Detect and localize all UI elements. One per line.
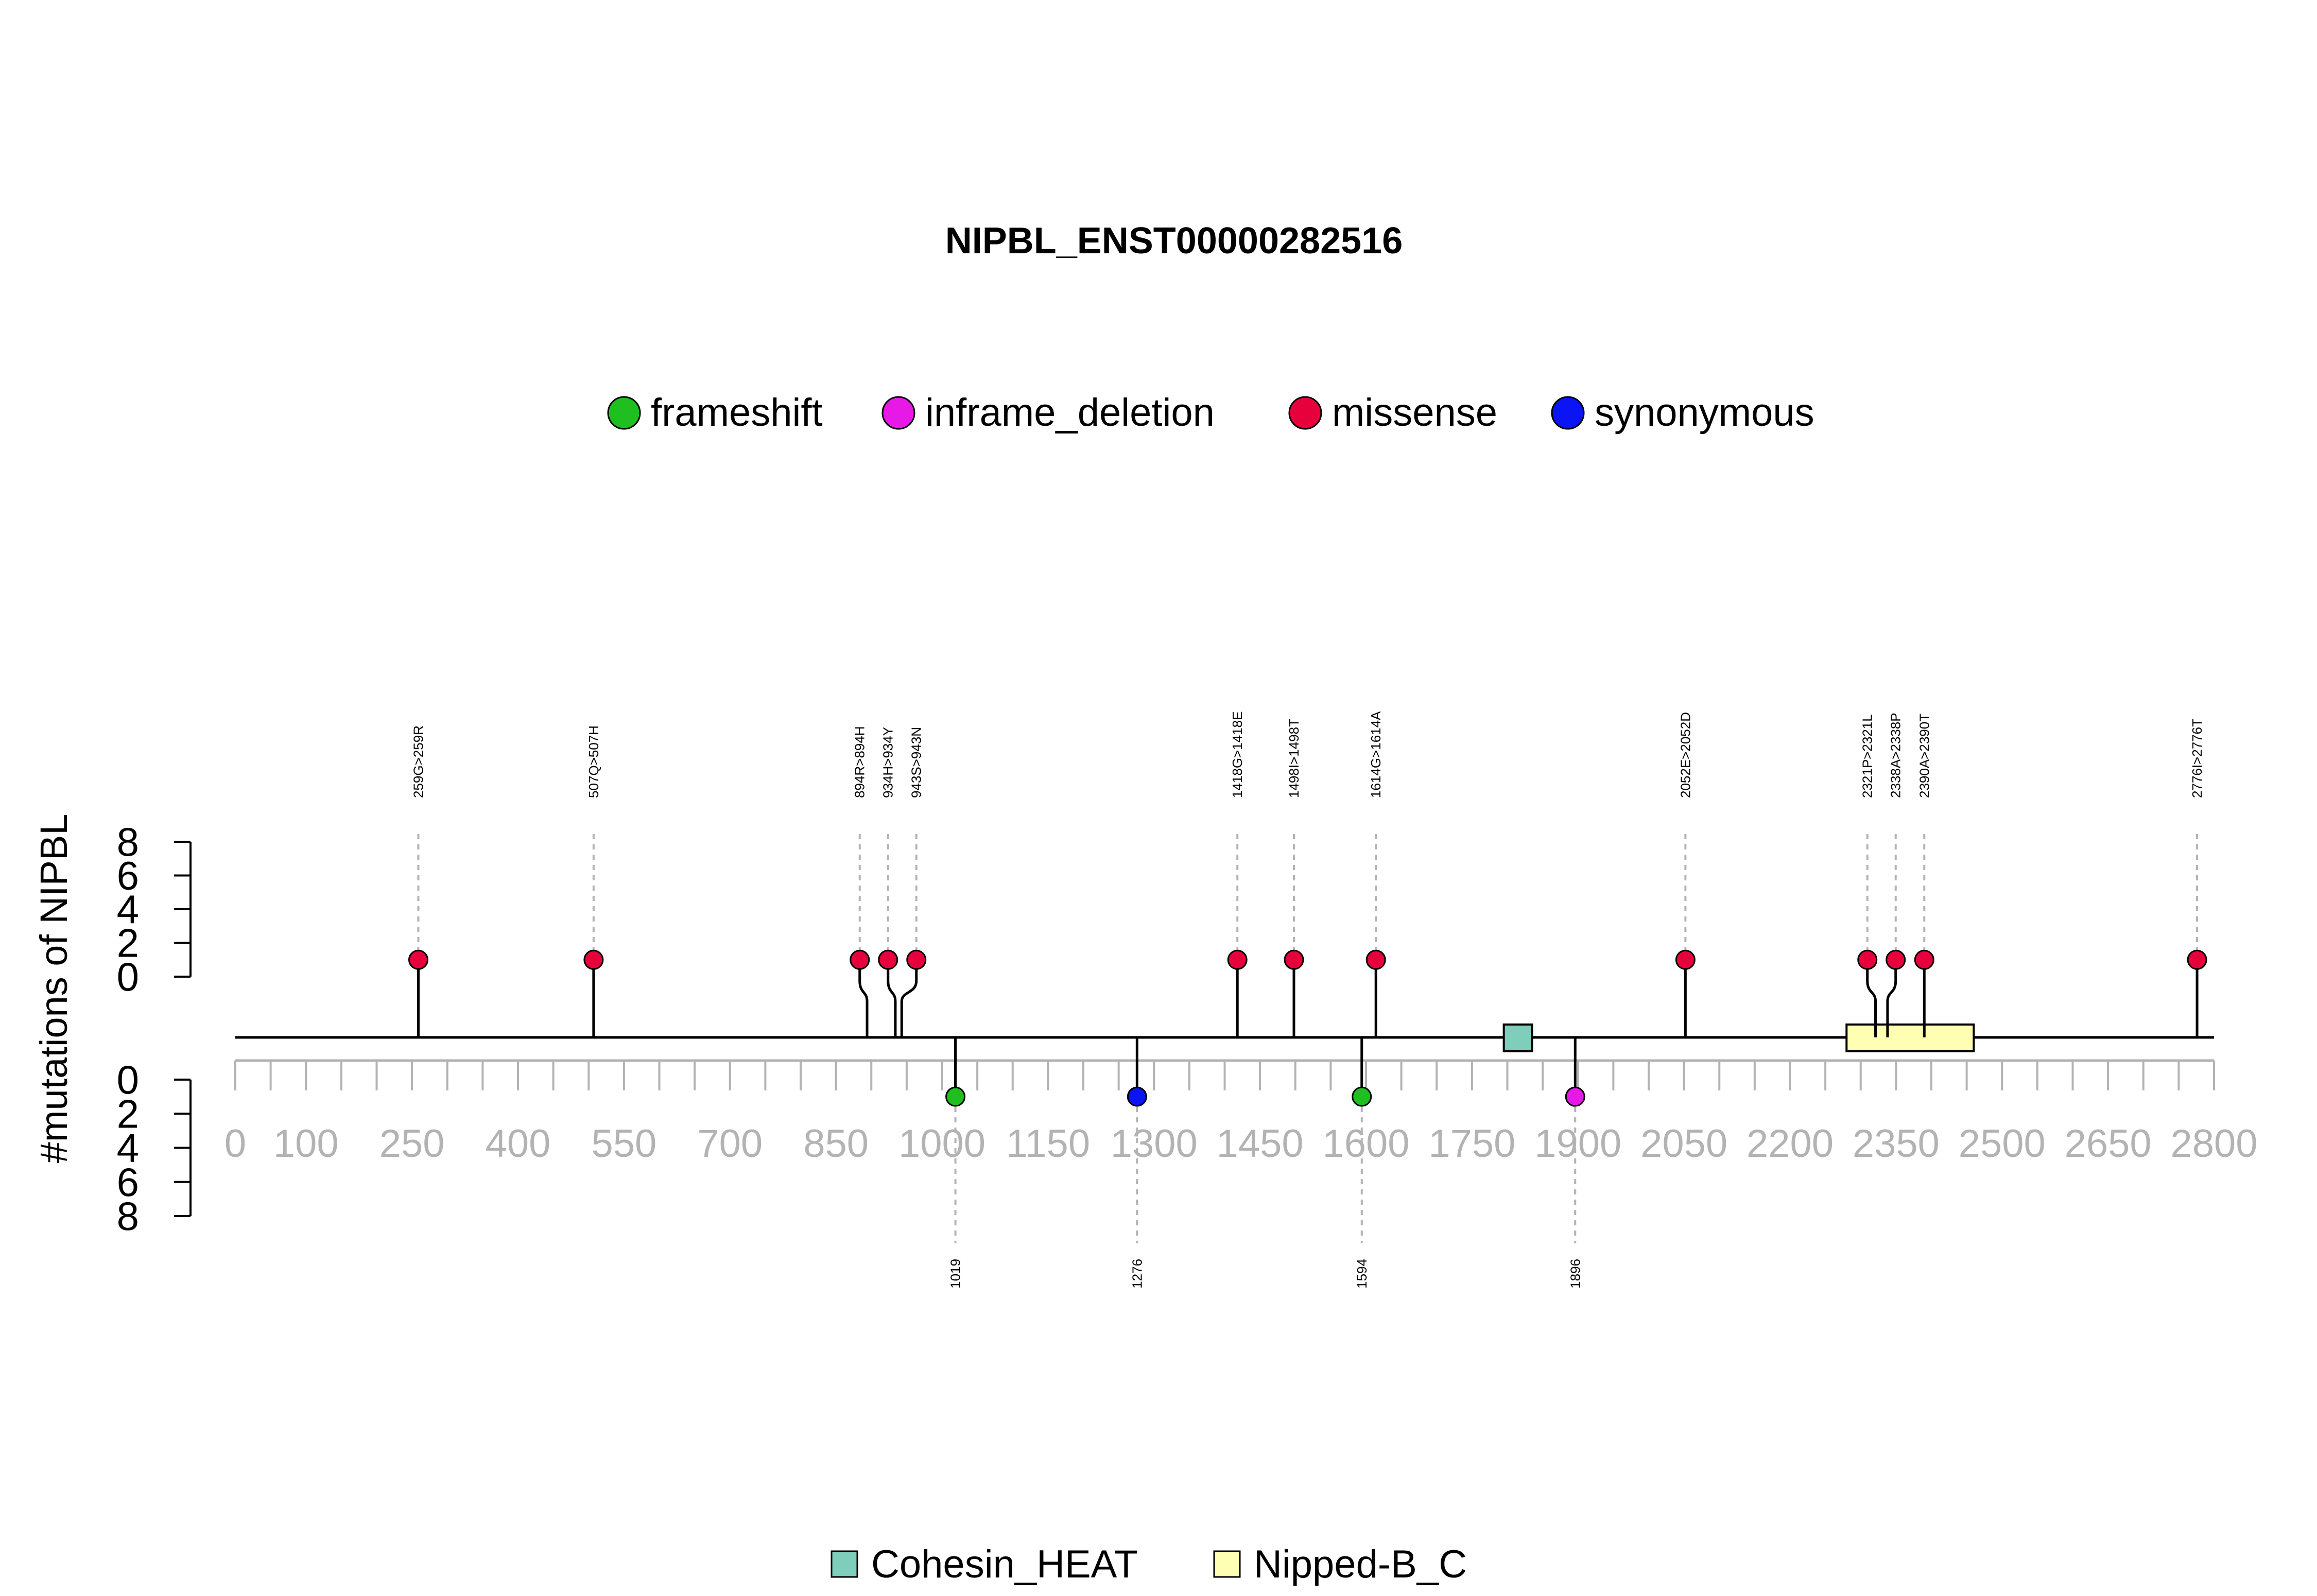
lower-y-tick-label: 4: [117, 1125, 139, 1171]
mutation-label: 1498I>1498T: [1286, 719, 1302, 798]
mutation-label: 259G>259R: [410, 725, 426, 798]
mutation-head-synonymous: [1127, 1086, 1147, 1107]
upper-y-tick-label: 8: [117, 819, 139, 864]
x-tick-label: 2200: [1747, 1122, 1834, 1166]
legend-label-Nipped-B_C: Nipped-B_C: [1254, 1542, 1467, 1586]
mutation-label-lower: 1276: [1129, 1259, 1145, 1289]
lower-y-tick-label: 8: [117, 1193, 139, 1239]
chart-title: NIPBL_ENST00000282516: [945, 220, 1403, 262]
mutation-head-missense: [850, 949, 870, 970]
mutation-head-missense: [1675, 949, 1696, 970]
mutation-head-missense: [583, 949, 604, 970]
x-tick-label: 1150: [1006, 1122, 1090, 1166]
mutation-head-missense: [2187, 949, 2207, 970]
lower-y-tick-label: 6: [117, 1159, 139, 1205]
mutation-stem: [900, 960, 918, 1037]
mutation-head-frameshift: [1352, 1086, 1372, 1107]
x-tick-label: 850: [803, 1122, 869, 1166]
mutation-head-missense: [1284, 949, 1304, 970]
legend-swatch-Nipped-B_C: [1213, 1550, 1241, 1578]
x-tick-label: 1600: [1322, 1122, 1409, 1166]
x-tick-label: 700: [697, 1122, 763, 1166]
x-tick-label: 100: [273, 1122, 339, 1166]
x-tick-label: 400: [486, 1122, 551, 1166]
legend-swatch-Cohesin_HEAT: [831, 1550, 858, 1578]
mutation-head-missense: [1227, 949, 1248, 970]
mutation-head-frameshift: [945, 1086, 966, 1107]
mutation-head-missense: [1914, 949, 1934, 970]
mutation-label: 2321P>2321L: [1860, 714, 1875, 798]
x-tick-label: 1900: [1534, 1122, 1621, 1166]
x-tick-label: 2650: [2065, 1122, 2152, 1166]
mutation-head-missense: [1857, 949, 1878, 970]
x-axis: 0 100 250 400 550 700 850 1000 1150 1300 1450 1600 1…: [224, 1059, 2258, 1166]
domain-Cohesin_HEAT: [1502, 1023, 1533, 1052]
lower-y-tick-label: 0: [117, 1057, 139, 1102]
lower-y-tick-label: 2: [117, 1091, 139, 1136]
mutation-label: 894R>894H: [852, 726, 868, 799]
upper-y-tick-label: 0: [117, 954, 139, 999]
mutation-label: 1418G>1418E: [1230, 712, 1245, 798]
mutation-label: 2776I>2776T: [2189, 719, 2205, 798]
x-tick-label: 2800: [2170, 1122, 2257, 1166]
mutation-head-missense: [1886, 949, 1906, 970]
x-tick-label: 1450: [1217, 1122, 1304, 1166]
mutation-head-missense: [1365, 949, 1386, 970]
mutation-type-legend: frameshift inframe_deletion missense synony…: [607, 391, 1814, 435]
mutation-label: 943S>943N: [909, 727, 924, 798]
mutation-label: 2338A>2338P: [1888, 713, 1904, 798]
mutation-head-inframe_deletion: [1565, 1086, 1585, 1107]
x-tick-label: 1300: [1111, 1122, 1198, 1166]
x-tick-label: 2350: [1853, 1122, 1940, 1166]
legend-label-inframe_deletion: inframe_deletion: [925, 391, 1215, 435]
legend-label-synonymous: synonymous: [1595, 391, 1814, 435]
mutation-label-lower: 1594: [1354, 1259, 1370, 1289]
legend-label-Cohesin_HEAT: Cohesin_HEAT: [871, 1542, 1138, 1586]
mutation-head-missense: [878, 949, 898, 970]
mutation-stem: [858, 960, 869, 1037]
legend-swatch-synonymous: [1551, 396, 1585, 430]
x-tick-label: 2050: [1640, 1122, 1727, 1166]
mutation-stem: [887, 960, 897, 1037]
x-tick-label: 1750: [1428, 1122, 1515, 1166]
x-tick-label: 550: [591, 1122, 656, 1166]
upper-y-tick-label: 6: [117, 853, 139, 898]
mutation-head-missense: [906, 949, 927, 970]
y-axis-label: #mutations of NIPBL: [32, 814, 75, 1164]
domain-Nipped-B_C: [1845, 1023, 1975, 1052]
legend-swatch-frameshift: [607, 396, 641, 430]
domain-legend: Cohesin_HEAT Nipped-B_C: [831, 1542, 1467, 1586]
mutation-label-lower: 1019: [948, 1259, 963, 1289]
upper-y-tick-label: 4: [117, 887, 139, 932]
mutation-stem: [1866, 960, 1877, 1037]
mutation-label: 507Q>507H: [586, 725, 601, 798]
mutation-label: 1614G>1614A: [1368, 711, 1384, 798]
upper-y-tick-label: 2: [117, 921, 139, 966]
mutation-label: 2052E>2052D: [1678, 712, 1693, 798]
legend-swatch-inframe_deletion: [881, 396, 915, 430]
x-tick-label: 2500: [1959, 1122, 2046, 1166]
mutation-lollipops: 259G>259R 507Q>507H 894R>894H 934H>934Y 943S…: [408, 711, 2207, 1289]
legend-label-missense: missense: [1332, 391, 1497, 435]
x-tick-label: 1000: [898, 1122, 985, 1166]
domain-boxes: [1502, 1023, 1975, 1052]
x-tick-label: 0: [224, 1122, 246, 1166]
mutation-label-lower: 1896: [1567, 1259, 1583, 1289]
mutation-label: 2390A>2390T: [1916, 714, 1932, 798]
mutation-label: 934H>934Y: [880, 727, 896, 798]
mutation-stem: [1886, 960, 1897, 1037]
mutation-head-missense: [408, 949, 428, 970]
legend-swatch-missense: [1288, 396, 1322, 430]
legend-label-frameshift: frameshift: [651, 391, 823, 435]
x-tick-label: 250: [379, 1122, 445, 1166]
